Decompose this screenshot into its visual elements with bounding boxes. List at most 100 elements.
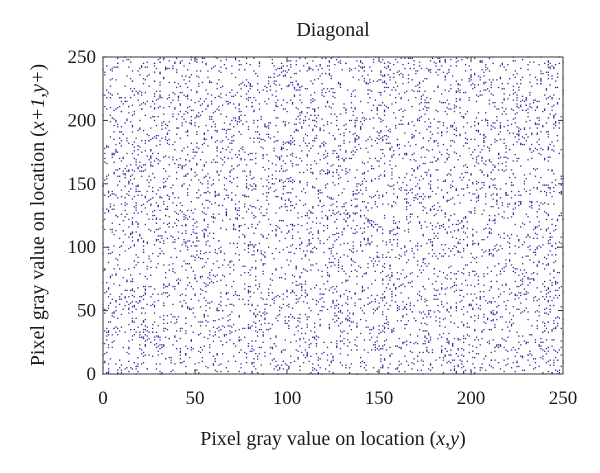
scatter-point xyxy=(264,251,266,253)
scatter-point xyxy=(155,335,158,337)
scatter-point xyxy=(185,175,187,177)
scatter-point xyxy=(321,206,323,208)
scatter-point xyxy=(288,316,290,318)
scatter-point xyxy=(153,116,156,118)
scatter-point xyxy=(435,213,437,215)
scatter-point xyxy=(245,183,248,185)
scatter-point xyxy=(431,244,434,246)
scatter-point xyxy=(387,251,389,253)
scatter-point xyxy=(369,81,371,84)
scatter-point xyxy=(429,69,432,71)
scatter-point xyxy=(153,301,156,303)
scatter-point xyxy=(521,222,524,224)
scatter-point xyxy=(279,170,281,172)
scatter-point xyxy=(437,304,439,307)
scatter-point xyxy=(354,124,356,127)
scatter-point xyxy=(279,368,281,370)
scatter-point xyxy=(512,322,514,324)
scatter-point xyxy=(218,109,220,111)
scatter-point xyxy=(323,124,325,127)
scatter-point xyxy=(431,190,434,193)
scatter-point xyxy=(466,326,468,328)
scatter-point xyxy=(547,264,549,266)
scatter-point xyxy=(514,70,516,72)
scatter-point xyxy=(505,161,507,163)
scatter-point xyxy=(135,190,137,193)
scatter-point xyxy=(404,198,406,200)
scatter-point xyxy=(415,320,417,322)
scatter-point xyxy=(545,348,548,350)
scatter-point xyxy=(325,184,327,186)
scatter-point xyxy=(371,349,373,351)
scatter-point xyxy=(481,331,483,333)
scatter-point xyxy=(400,189,402,191)
scatter-point xyxy=(275,95,277,97)
scatter-point xyxy=(385,349,388,351)
scatter-point xyxy=(431,161,434,163)
scatter-point xyxy=(406,308,408,310)
scatter-point xyxy=(244,283,246,285)
scatter-point xyxy=(505,183,507,185)
scatter-point xyxy=(253,250,255,252)
scatter-point xyxy=(404,132,406,134)
scatter-point xyxy=(166,292,169,294)
scatter-point xyxy=(170,362,172,364)
scatter-point xyxy=(131,131,134,133)
scatter-point xyxy=(247,97,250,99)
scatter-point xyxy=(555,121,557,123)
scatter-point xyxy=(229,303,231,305)
scatter-point xyxy=(556,272,559,274)
scatter-point xyxy=(328,61,330,63)
scatter-point xyxy=(534,123,537,125)
scatter-point xyxy=(115,363,117,365)
scatter-point xyxy=(205,291,207,293)
scatter-point xyxy=(312,173,314,175)
scatter-point xyxy=(190,168,192,170)
scatter-point xyxy=(161,137,163,139)
scatter-point xyxy=(345,170,347,172)
scatter-point xyxy=(468,99,470,101)
scatter-point xyxy=(150,204,152,207)
scatter-point xyxy=(174,363,176,365)
scatter-point xyxy=(229,151,231,153)
scatter-point xyxy=(328,370,330,373)
scatter-point xyxy=(168,67,170,70)
scatter-point xyxy=(310,147,312,149)
scatter-point xyxy=(220,329,222,331)
scatter-point xyxy=(168,121,170,123)
scatter-point xyxy=(345,209,347,212)
scatter-point xyxy=(280,146,283,148)
scatter-point xyxy=(192,151,194,153)
scatter-point xyxy=(142,337,145,340)
scatter-point xyxy=(540,154,542,156)
scatter-point xyxy=(218,204,220,207)
scatter-point xyxy=(499,127,502,129)
scatter-point xyxy=(518,335,520,337)
scatter-point xyxy=(185,302,187,304)
scatter-point xyxy=(106,89,108,91)
scatter-point xyxy=(306,316,308,318)
scatter-point xyxy=(314,337,316,340)
scatter-point xyxy=(172,236,174,238)
scatter-point xyxy=(139,344,141,346)
scatter-point xyxy=(485,369,487,371)
scatter-point xyxy=(293,123,296,125)
scatter-point xyxy=(398,154,400,156)
scatter-point xyxy=(536,320,538,322)
scatter-point xyxy=(492,312,494,314)
scatter-point xyxy=(282,99,284,101)
scatter-point xyxy=(233,264,235,266)
scatter-point xyxy=(475,273,478,275)
scatter-point xyxy=(372,168,375,170)
scatter-point xyxy=(128,360,130,362)
scatter-point xyxy=(128,112,130,114)
scatter-point xyxy=(485,322,487,324)
scatter-point xyxy=(196,232,198,234)
scatter-point xyxy=(488,79,491,81)
scatter-point xyxy=(107,330,110,332)
scatter-point xyxy=(334,321,336,323)
scatter-point xyxy=(505,113,507,115)
scatter-point xyxy=(319,129,321,132)
scatter-point xyxy=(135,207,137,209)
scatter-point xyxy=(174,316,176,318)
